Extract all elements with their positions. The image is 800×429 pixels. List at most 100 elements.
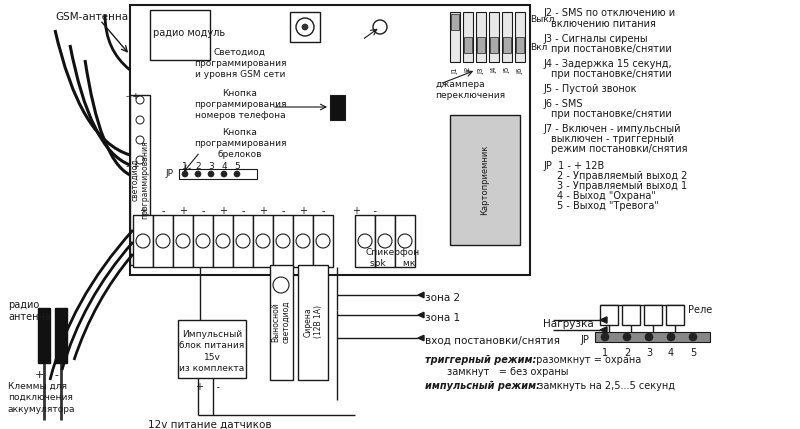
Circle shape <box>273 277 289 293</box>
Polygon shape <box>600 317 607 323</box>
Circle shape <box>645 333 653 341</box>
Text: программирования: программирования <box>194 139 286 148</box>
Bar <box>253 215 273 267</box>
Bar <box>644 305 662 325</box>
Text: - +: - + <box>126 162 140 171</box>
Bar <box>666 305 684 325</box>
Text: 2 - Управляемый выход 2: 2 - Управляемый выход 2 <box>557 171 687 181</box>
Bar <box>477 37 485 53</box>
Circle shape <box>378 234 392 248</box>
Bar <box>450 115 520 245</box>
Circle shape <box>296 18 314 36</box>
Bar <box>179 169 257 179</box>
Text: джампера: джампера <box>435 80 485 89</box>
Circle shape <box>623 333 631 341</box>
Text: -: - <box>282 206 285 216</box>
Text: J3 - Сигналы сирены: J3 - Сигналы сирены <box>543 34 648 44</box>
Text: 4: 4 <box>221 162 227 171</box>
Bar <box>622 305 640 325</box>
Bar <box>464 37 472 53</box>
Bar <box>233 215 253 267</box>
Text: Клеммы для: Клеммы для <box>8 382 67 391</box>
Bar <box>298 265 328 380</box>
Text: spk      мк: spk мк <box>370 259 416 268</box>
Bar <box>133 215 153 267</box>
Text: радио модуль: радио модуль <box>153 28 225 38</box>
Text: программирования: программирования <box>194 100 286 109</box>
Text: Реле: Реле <box>688 305 712 315</box>
Text: - +: - + <box>126 92 140 101</box>
Text: включению питания: включению питания <box>551 19 656 29</box>
Circle shape <box>156 234 170 248</box>
Text: 4: 4 <box>668 348 674 358</box>
Bar <box>38 308 50 363</box>
Text: -: - <box>322 206 325 216</box>
Bar <box>270 265 293 380</box>
Circle shape <box>195 171 201 177</box>
Text: Импульсный: Импульсный <box>182 330 242 339</box>
Polygon shape <box>418 335 424 341</box>
Text: при постановке/снятии: при постановке/снятии <box>551 44 672 54</box>
Text: 12v питание датчиков: 12v питание датчиков <box>148 420 272 429</box>
Circle shape <box>234 171 240 177</box>
Text: +: + <box>219 206 227 216</box>
Text: 2: 2 <box>624 348 630 358</box>
Bar <box>150 10 210 60</box>
Polygon shape <box>418 292 424 298</box>
Circle shape <box>689 333 697 341</box>
Circle shape <box>373 20 387 34</box>
Text: +: + <box>259 206 267 216</box>
Bar <box>290 12 320 42</box>
Text: выключен - триггерный: выключен - триггерный <box>551 134 674 144</box>
Bar <box>293 215 313 267</box>
Text: 5: 5 <box>234 162 240 171</box>
Circle shape <box>136 136 144 144</box>
Text: +: + <box>299 206 307 216</box>
Bar <box>193 215 213 267</box>
Text: при постановке/снятии: при постановке/снятии <box>551 69 672 79</box>
Circle shape <box>358 234 372 248</box>
Text: Выкл: Выкл <box>530 15 554 24</box>
Bar <box>375 215 395 267</box>
Text: +: + <box>139 206 147 216</box>
Text: переключения: переключения <box>435 91 505 100</box>
Text: 3: 3 <box>646 348 652 358</box>
Text: +    -: + - <box>196 382 220 392</box>
Polygon shape <box>600 327 607 333</box>
Text: -: - <box>242 206 245 216</box>
Circle shape <box>182 171 188 177</box>
Text: подключения: подключения <box>8 393 73 402</box>
Circle shape <box>667 333 675 341</box>
Text: программирования: программирования <box>194 59 286 68</box>
Text: 5: 5 <box>690 348 696 358</box>
Bar <box>213 215 233 267</box>
Bar <box>273 215 293 267</box>
Text: режим постановки/снятия: режим постановки/снятия <box>551 144 687 154</box>
Bar <box>355 215 375 267</box>
Text: аккумулятора: аккумулятора <box>8 405 75 414</box>
Text: светодиод
программирования: светодиод программирования <box>130 141 150 219</box>
Bar <box>502 12 512 62</box>
Text: 5 - Выход "Тревога": 5 - Выход "Тревога" <box>557 201 659 211</box>
Text: и уровня GSM сети: и уровня GSM сети <box>195 70 285 79</box>
Text: J2 - SMS по отключению и: J2 - SMS по отключению и <box>543 8 675 18</box>
Circle shape <box>236 234 250 248</box>
Bar <box>516 37 524 53</box>
Circle shape <box>276 234 290 248</box>
Text: блок питания: блок питания <box>179 341 245 350</box>
Circle shape <box>136 116 144 124</box>
Text: при постановке/снятии: при постановке/снятии <box>551 109 672 119</box>
Circle shape <box>296 234 310 248</box>
Text: Светодиод: Светодиод <box>214 48 266 57</box>
Circle shape <box>221 171 227 177</box>
Text: Картоприемник: Картоприемник <box>481 145 490 215</box>
Bar <box>476 12 486 62</box>
Text: JP: JP <box>580 335 589 345</box>
Text: вход постановки/снятия: вход постановки/снятия <box>425 336 560 346</box>
Text: J5: J5 <box>504 67 510 73</box>
Circle shape <box>302 24 308 30</box>
Text: номеров телефона: номеров телефона <box>194 111 286 120</box>
Text: JP: JP <box>165 169 173 178</box>
Text: замкнут   = без охраны: замкнут = без охраны <box>447 367 569 377</box>
Bar <box>153 215 173 267</box>
